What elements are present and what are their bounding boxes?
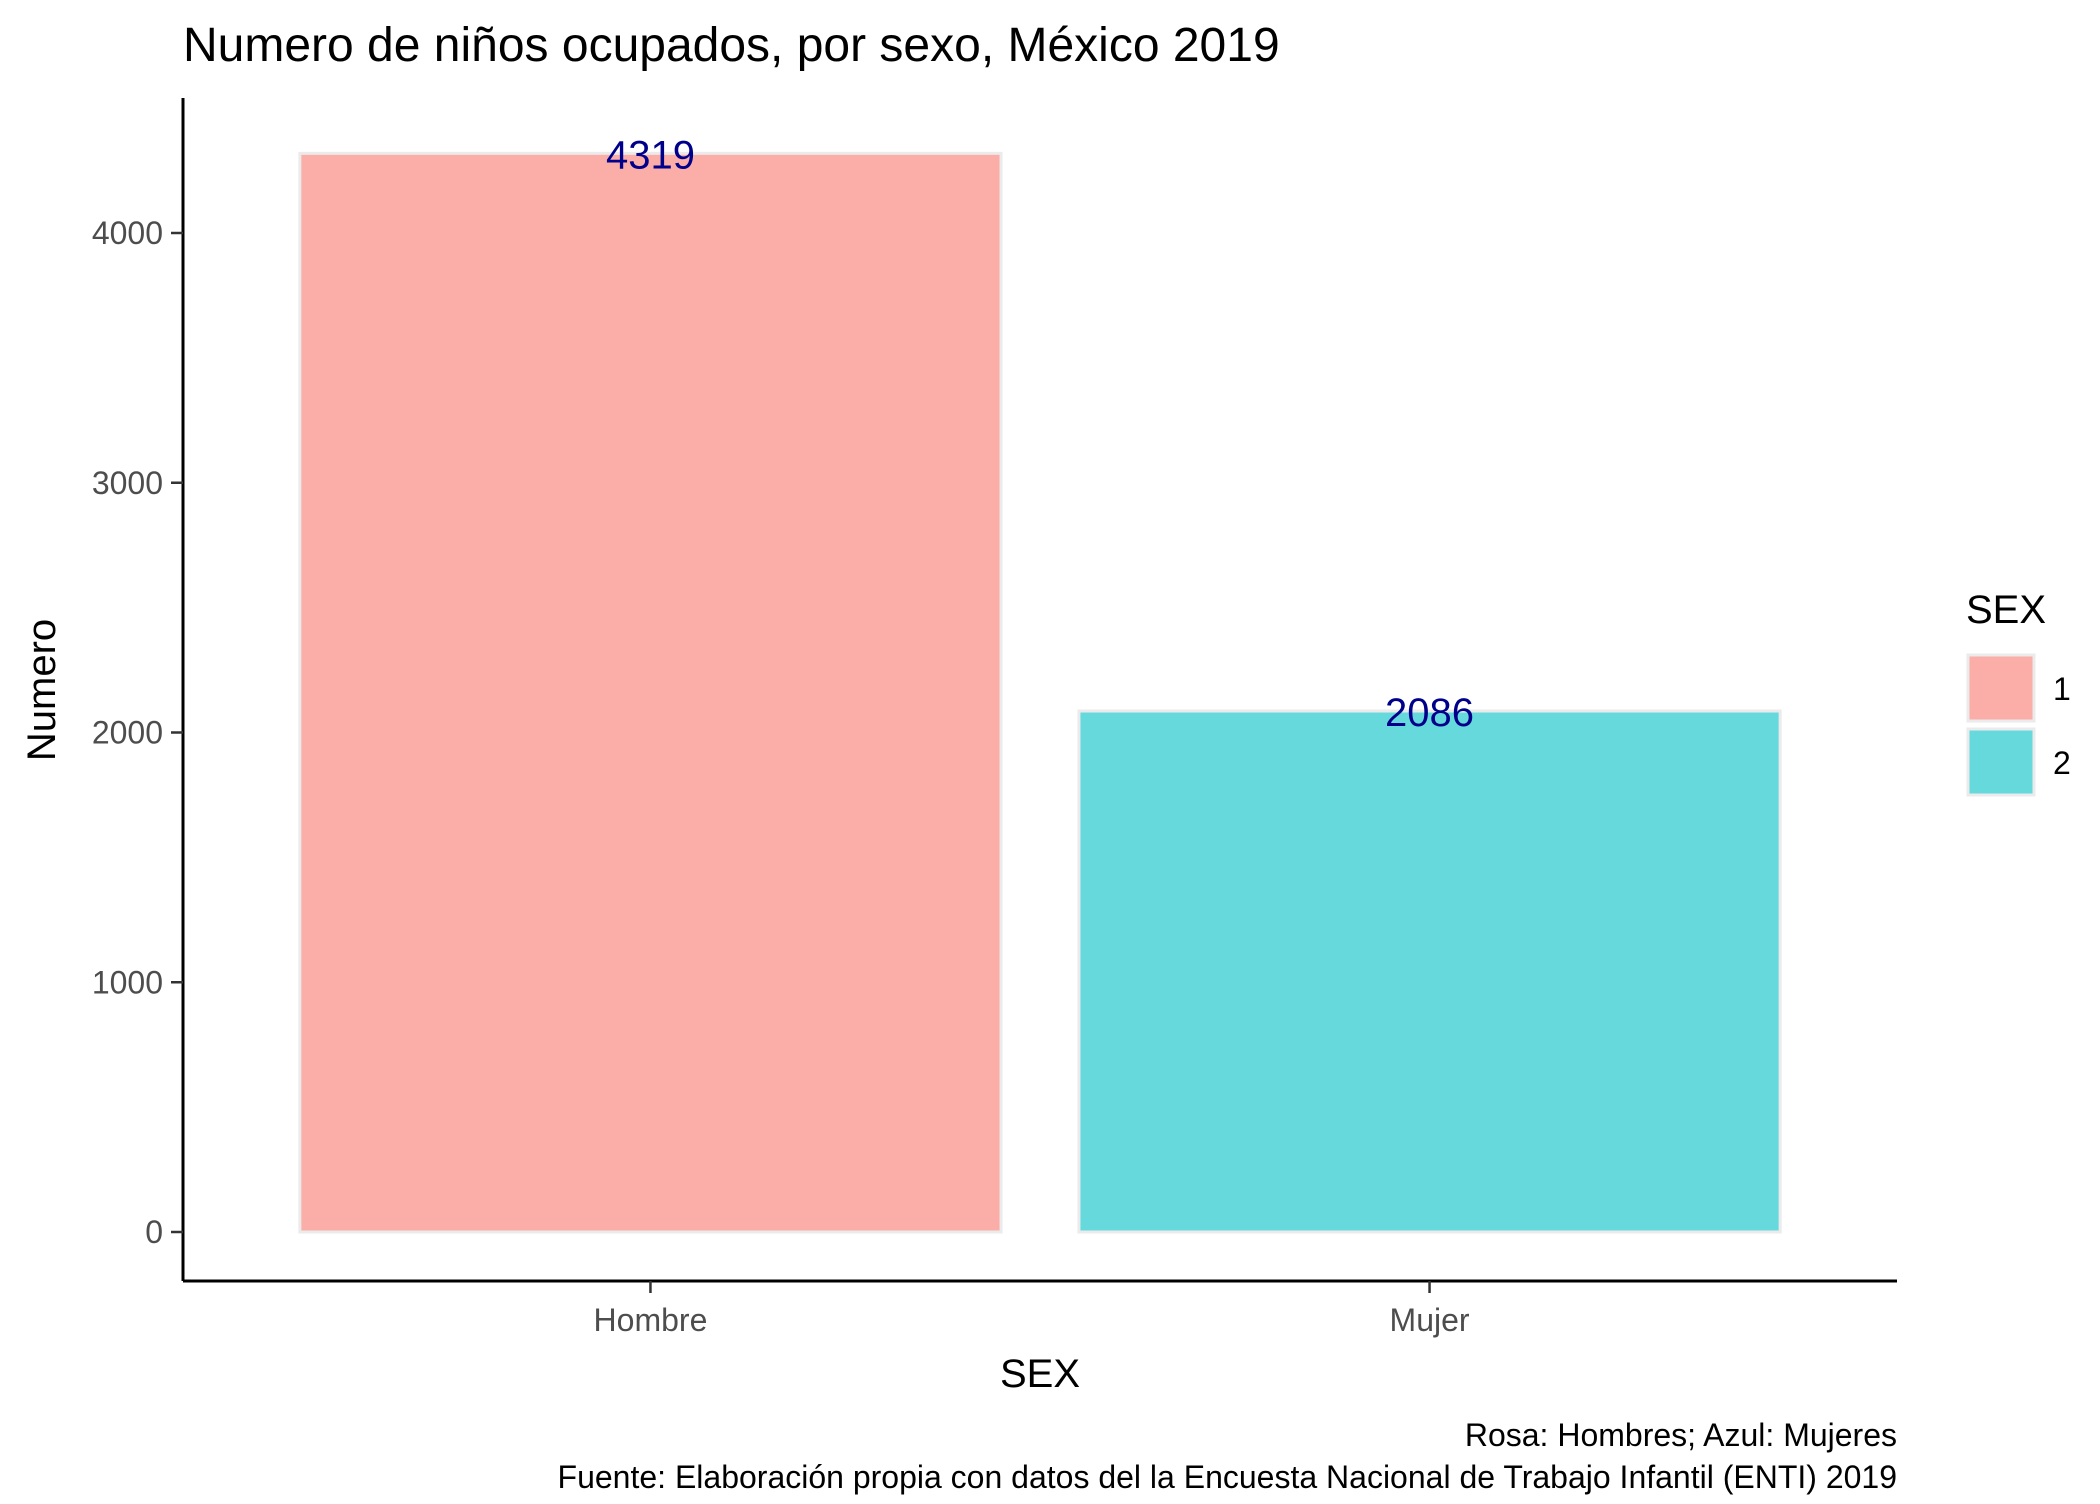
- bar-mujer: [1077, 709, 1782, 1234]
- legend-entries: 12: [1966, 653, 2071, 797]
- legend-key-2: [1966, 727, 2036, 797]
- bar-data-labels: 4319 2086: [606, 133, 1474, 735]
- y-tick-label: 1000: [92, 964, 163, 1000]
- bars: [298, 151, 1782, 1234]
- data-label-mujer: 2086: [1385, 691, 1474, 735]
- caption: Rosa: Hombres; Azul: Mujeres Fuente: Ela…: [558, 1417, 1897, 1495]
- y-axis-title: Numero: [20, 619, 64, 761]
- legend: SEX 12: [1966, 588, 2071, 797]
- legend-label-2: 2: [2053, 745, 2071, 781]
- bar-hombre: [298, 151, 1003, 1234]
- chart-title: Numero de niños ocupados, por sexo, Méxi…: [183, 19, 1280, 72]
- y-tick-label: 3000: [92, 465, 163, 501]
- x-tick-label-mujer: Mujer: [1390, 1302, 1470, 1338]
- y-tick-label: 0: [145, 1214, 163, 1250]
- caption-line-1: Rosa: Hombres; Azul: Mujeres: [1465, 1417, 1897, 1453]
- legend-label-1: 1: [2053, 671, 2071, 707]
- legend-key-1: [1966, 653, 2036, 723]
- y-tick-label: 4000: [92, 215, 163, 251]
- x-axis-ticks: Hombre Mujer: [594, 1281, 1470, 1338]
- caption-line-2: Fuente: Elaboración propia con datos del…: [558, 1459, 1897, 1495]
- y-axis-ticks: 0 1000 2000 3000 4000: [92, 215, 183, 1250]
- x-axis-title: SEX: [1000, 1352, 1080, 1396]
- legend-title: SEX: [1966, 588, 2046, 632]
- x-tick-label-hombre: Hombre: [594, 1302, 708, 1338]
- data-label-hombre: 4319: [606, 133, 695, 177]
- y-tick-label: 2000: [92, 715, 163, 751]
